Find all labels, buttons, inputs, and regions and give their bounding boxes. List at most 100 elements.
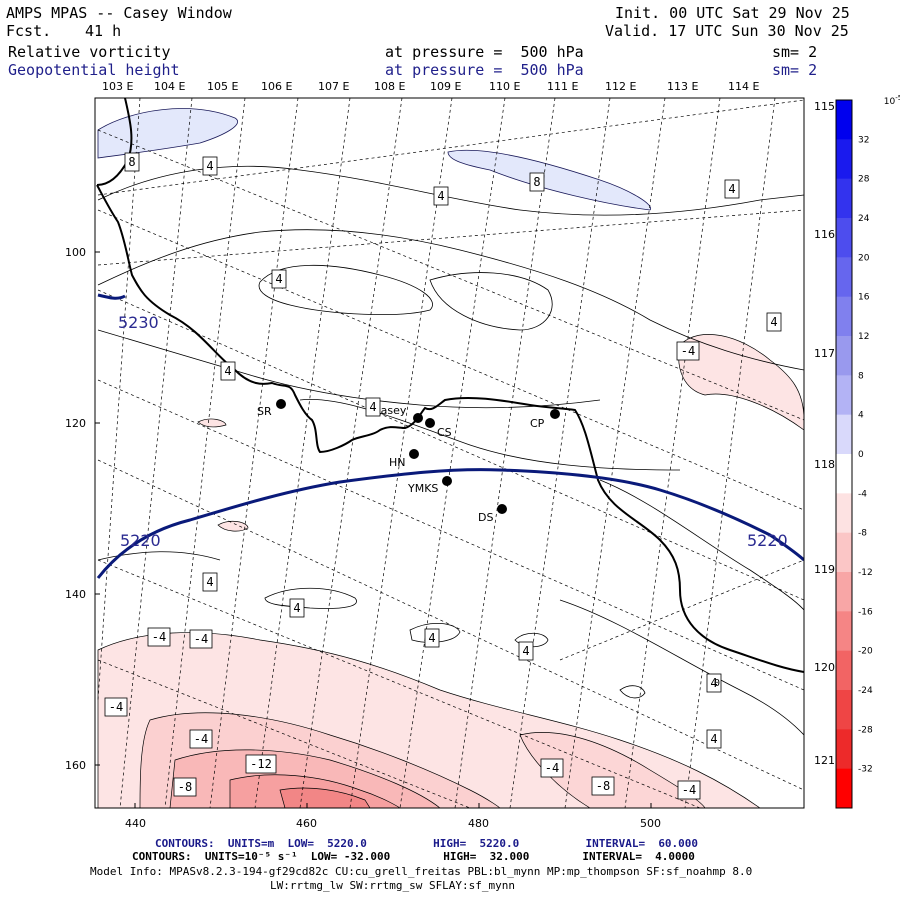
plot-border [94,97,805,809]
vort-label: -8 [596,779,610,793]
station-label-cp: CP [530,417,545,430]
vort-label: 4 [728,182,735,196]
height-label: 5230 [118,313,159,332]
vort-label-box [724,179,740,199]
vort-label-box [365,397,381,417]
field1-smoothing: sm= 2 [772,43,818,61]
footer-height-contours: CONTOURS: UNITS=m LOW= 5220.0 HIGH= 5220… [155,837,699,850]
vort-label: 4 [206,575,213,589]
vort-label: 8 [128,155,135,169]
colorbar-swatch [836,139,852,180]
top-lon-labels: 103 E 104 E 105 E 106 E 107 E 108 E 109 … [102,80,759,93]
vort-label-box [676,341,700,361]
vort-label-box [289,598,305,618]
vort-label-box [189,629,213,649]
lon-label: 107 E [318,80,349,93]
vort-label: 4 [710,676,717,690]
colorbar-tick-label: -20 [858,647,873,657]
station-marker [442,476,452,486]
colorbar-swatch [836,257,852,298]
vort-label: 4 [522,644,529,658]
station-label-cs: CS [437,426,452,439]
colorbar-border [835,99,853,809]
colorbar-swatch [836,336,852,376]
station-marker [497,504,507,514]
colorbar-tick-label: 12 [858,332,869,342]
x-tick-label: 500 [640,817,661,830]
vort-label: 4 [206,159,213,173]
vort-label-box [189,729,213,749]
field1-name: Relative vorticity [8,43,171,61]
vort-label: -4 [109,700,123,714]
colorbar-swatch [836,100,852,140]
vort-label-box [433,186,449,206]
station-label-ymks: YMKS [407,482,438,495]
colorbar-unit: 10 [884,97,896,107]
vort-label-box [540,758,564,778]
colorbar-tick-label: -24 [858,686,873,696]
coastline [96,184,804,673]
station-label-casey: Casey [373,404,407,417]
colorbar-swatch [836,493,852,534]
lon-label: 114 E [728,80,759,93]
valid-time: Valid. 17 UTC Sun 30 Nov 25 [605,22,849,40]
vort-label: 4 [437,189,444,203]
vort-label-box [147,627,171,647]
lon-label: 113 E [667,80,698,93]
field2-smoothing: sm= 2 [772,61,818,79]
vort-label-box [591,776,615,796]
vort-label: 8 [533,175,540,189]
vort-label-box [245,754,277,774]
colorbar-swatch [836,650,852,691]
stations [276,399,560,514]
vort-label: 4 [428,631,435,645]
colorbar-tick-label: -16 [858,607,873,617]
vort-positive-patch [447,149,651,211]
lon-label: 106 E [261,80,292,93]
vort-label: -8 [178,780,192,794]
field1-level: at pressure = 500 hPa [385,43,584,61]
lon-label: 108 E [374,80,405,93]
colorbar-tick-label: 20 [858,253,870,263]
lon-label: 109 E [430,80,461,93]
station-marker [550,409,560,419]
forecast-label: Fcst. [6,22,52,40]
colorbar-swatch [836,414,852,455]
vort-label-box [518,641,534,661]
colorbar-tick-label: 16 [858,293,870,303]
colorbar-tick-label: -28 [858,725,873,735]
lon-label: 103 E [102,80,133,93]
vort-label-box [529,172,545,192]
colorbar-swatch [836,768,852,809]
vort-label-box [271,269,287,289]
height-label: 5220 [747,531,788,550]
colorbar-swatch [836,375,852,416]
lon-label: 105 E [207,80,238,93]
vort-label-box [124,152,140,172]
height-contour-5230 [97,293,126,300]
vort-label-box [706,729,722,749]
colorbar-swatch [836,218,852,258]
plot-title: AMPS MPAS -- Casey Window [6,4,232,22]
y-tick-label: 140 [65,588,86,601]
colorbar-tick-label: 0 [858,450,864,460]
y-tick-label: 100 [65,246,86,259]
y-axis: 100 120 140 160 [65,246,100,772]
vort-label: 4 [770,315,777,329]
field2-level: at pressure = 500 hPa [385,61,584,79]
vort-label: -4 [152,630,166,644]
colorbar-tick-label: -32 [858,765,873,775]
colorbar-swatch [836,296,852,337]
vort-label-box [202,156,218,176]
colorbar-swatches [835,99,853,809]
colorbar-labels: 32 28 24 20 16 12 8 4 0 -4 -8 -12 -16 -20 -24 -28 -32 [858,135,873,774]
vort-negative-patch [678,334,804,431]
colorbar-tick-label: -8 [858,529,867,539]
height-labels: 5230 5220 5220 [118,313,788,550]
station-marker [425,418,435,428]
station-label-sr: SR [257,405,272,418]
vort-label: 4 [369,400,376,414]
station-label-ds: DS [478,511,493,524]
vort-contours [97,165,804,736]
